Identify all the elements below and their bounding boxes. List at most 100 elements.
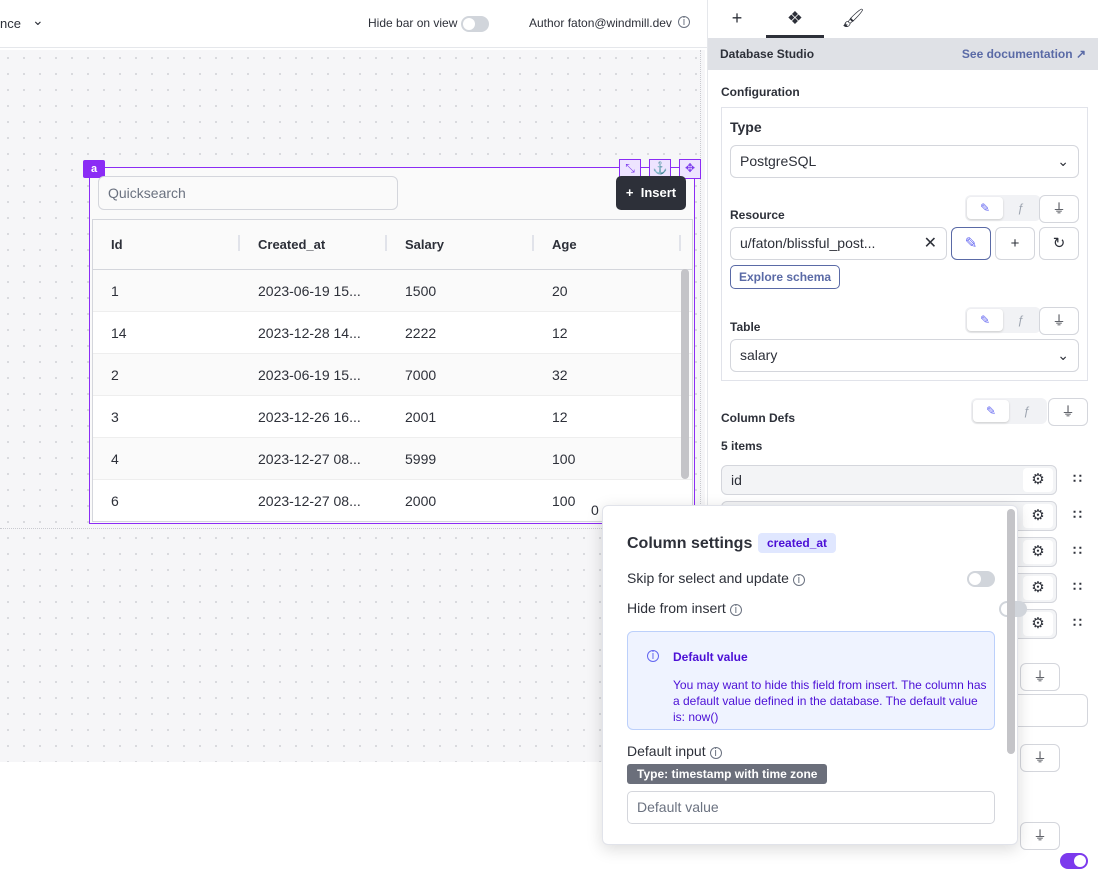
hide-label: Hide from insert i (627, 600, 742, 616)
table-cell: 1500 (405, 282, 437, 299)
panel-tabs: + ❖ 🖌︎ (708, 0, 1098, 38)
input-mode-toggle[interactable]: ✎ ƒ (965, 195, 1041, 221)
insert-label: Insert (640, 185, 677, 200)
connect-plug-icon[interactable]: ⏚ (1039, 307, 1079, 335)
styling-tab-brush-icon[interactable]: 🖌︎ (841, 8, 865, 28)
table-cell: 3 (111, 408, 119, 425)
table-row[interactable]: 4 2023-12-27 08... 5999 100 (93, 438, 692, 480)
table-cell: 2023-12-26 16... (258, 408, 361, 425)
drag-handle-icon[interactable]: ∷ (1073, 470, 1082, 486)
default-value-input[interactable]: Default value (627, 791, 995, 824)
table-cell: 4 (111, 450, 119, 467)
column-header[interactable]: Age (534, 235, 681, 252)
component-id-badge[interactable]: a (83, 160, 105, 178)
chevron-down-icon: ⌄ (1057, 347, 1069, 363)
toggle[interactable] (1060, 853, 1088, 869)
column-header[interactable]: Created_at (240, 235, 387, 252)
default-value-alert: i Default value You may want to hide thi… (627, 631, 995, 730)
refresh-icon[interactable]: ↻ (1039, 227, 1079, 260)
table-cell: 12 (552, 408, 568, 425)
configuration-heading: Configuration (721, 85, 800, 99)
edit-resource-pencil-icon[interactable]: ✎ (951, 227, 991, 260)
function-icon[interactable]: ƒ (1017, 201, 1025, 215)
plus-icon: + (625, 185, 641, 200)
chevron-down-icon[interactable]: ⌄ (32, 12, 44, 28)
connect-plug-icon[interactable]: ⏚ (1039, 195, 1079, 223)
external-link-icon: ↗ (1075, 47, 1086, 61)
drag-handle-icon[interactable]: ∷ (1073, 578, 1082, 594)
input-mode-toggle[interactable]: ✎ ƒ (965, 307, 1041, 333)
insert-tab-plus-icon[interactable]: + (731, 8, 743, 28)
table-cell: 2023-12-28 14... (258, 324, 361, 341)
info-icon[interactable]: i (709, 747, 722, 759)
chevron-down-icon: ⌄ (1057, 153, 1069, 169)
default-input-label: Default input i (627, 743, 722, 759)
input-field[interactable] (1008, 694, 1088, 727)
connect-plug-icon[interactable]: ⏚ (1048, 398, 1088, 426)
table-select[interactable]: salary ⌄ (730, 339, 1079, 372)
table-header: Id Created_at Salary Age (93, 220, 692, 270)
gear-icon[interactable]: ⚙ (1023, 504, 1053, 528)
connect-plug-icon[interactable]: ⏚ (1020, 744, 1060, 772)
table-row[interactable]: 6 2023-12-27 08... 2000 100 (93, 480, 692, 521)
move-icon[interactable]: ✥ (679, 159, 701, 179)
table-cell: 7000 (405, 366, 437, 383)
table-cell: 2023-12-27 08... (258, 492, 361, 509)
table-scrollbar[interactable] (681, 269, 689, 479)
table-row[interactable]: 14 2023-12-28 14... 2222 12 (93, 312, 692, 354)
author-label: Author faton@windmill.dev (529, 16, 672, 30)
input-mode-toggle[interactable]: ✎ ƒ (971, 398, 1047, 424)
type-label: Type (730, 119, 762, 135)
column-def-name: id (731, 472, 742, 488)
alert-title: Default value (673, 650, 748, 664)
panel-title: Database Studio (720, 47, 815, 61)
table-cell: 2023-12-27 08... (258, 450, 361, 467)
pencil-icon[interactable]: ✎ (967, 309, 1003, 331)
settings-tab-components-icon[interactable]: ❖ (766, 0, 824, 38)
add-resource-plus-icon[interactable]: + (995, 227, 1035, 260)
see-documentation-link[interactable]: See documentation ↗ (961, 47, 1086, 61)
type-select[interactable]: PostgreSQL ⌄ (730, 145, 1079, 178)
explore-schema-button[interactable]: Explore schema (730, 265, 841, 289)
function-icon[interactable]: ƒ (1017, 313, 1025, 327)
info-icon[interactable]: i (678, 16, 690, 28)
gear-icon[interactable]: ⚙ (1023, 612, 1053, 636)
quicksearch-input[interactable]: Quicksearch (98, 176, 398, 210)
drag-handle-icon[interactable]: ∷ (1073, 614, 1082, 630)
table-row[interactable]: 2 2023-06-19 15... 7000 32 (93, 354, 692, 396)
table-cell: 1 (111, 282, 119, 299)
column-header[interactable]: Id (93, 235, 240, 252)
insert-button[interactable]: + Insert (616, 176, 686, 210)
gear-icon[interactable]: ⚙ (1023, 468, 1053, 492)
pagination-text: 0 (591, 502, 599, 518)
info-icon[interactable]: i (729, 604, 742, 616)
popover-scrollbar[interactable] (1007, 509, 1015, 754)
gear-icon[interactable]: ⚙ (1023, 540, 1053, 564)
skip-toggle[interactable] (967, 571, 995, 587)
table-row[interactable]: 1 2023-06-19 15... 1500 20 (93, 270, 692, 312)
pencil-icon[interactable]: ✎ (973, 400, 1009, 422)
data-table: Id Created_at Salary Age 1 2023-06-19 15.… (92, 219, 693, 522)
skip-label: Skip for select and update i (627, 570, 805, 586)
gear-icon[interactable]: ⚙ (1023, 576, 1053, 600)
table-cell: 14 (111, 324, 127, 341)
resource-select[interactable]: u/faton/blissful_post... ✕ (730, 227, 947, 260)
panel-header: Database Studio See documentation ↗ (708, 38, 1098, 70)
column-header[interactable]: Salary (387, 235, 534, 252)
function-icon[interactable]: ƒ (1023, 404, 1031, 418)
divider (0, 528, 700, 529)
column-def-item[interactable]: id ⚙ (721, 465, 1057, 495)
drag-handle-icon[interactable]: ∷ (1073, 506, 1082, 522)
pencil-icon[interactable]: ✎ (967, 197, 1003, 219)
hide-bar-toggle[interactable] (461, 16, 489, 32)
table-row[interactable]: 3 2023-12-26 16... 2001 12 (93, 396, 692, 438)
dropdown-label[interactable]: nce (0, 16, 21, 31)
column-defs-label: Column Defs (721, 411, 796, 425)
table-cell: 5999 (405, 450, 437, 467)
items-count: 5 items (721, 439, 763, 453)
connect-plug-icon[interactable]: ⏚ (1020, 663, 1060, 691)
table-cell: 2023-06-19 15... (258, 366, 361, 383)
connect-plug-icon[interactable]: ⏚ (1020, 822, 1060, 850)
info-icon[interactable]: i (792, 574, 805, 586)
drag-handle-icon[interactable]: ∷ (1073, 542, 1082, 558)
